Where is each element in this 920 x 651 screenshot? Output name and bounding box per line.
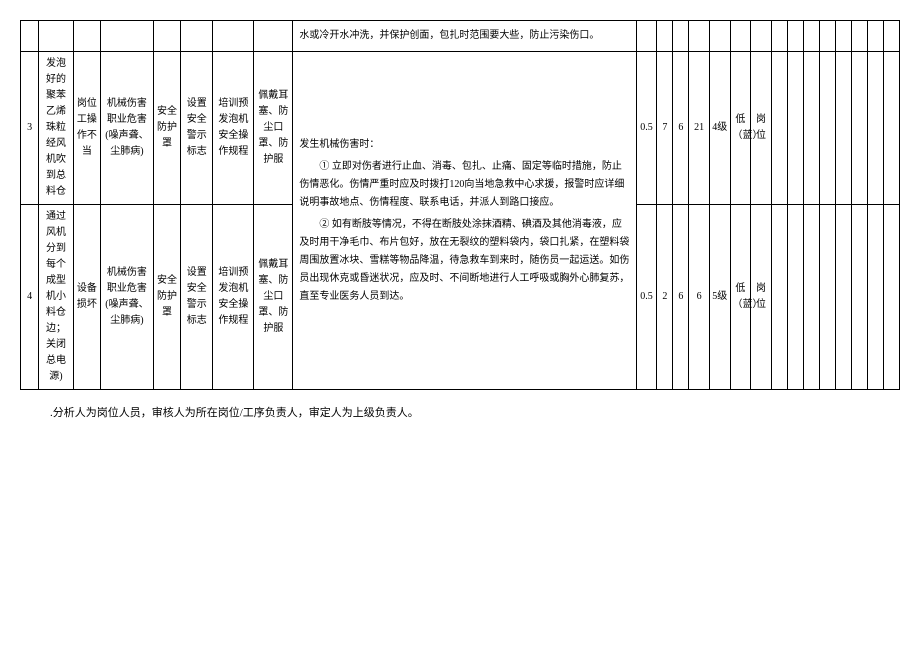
cell-no: 4 — [21, 205, 39, 390]
cell — [851, 52, 867, 205]
cell — [851, 205, 867, 390]
cell: 6 — [673, 205, 689, 390]
cell — [771, 21, 787, 52]
cell — [883, 52, 899, 205]
cell: 机械伤害 职业危害(噪声聋、尘肺病) — [101, 205, 154, 390]
cell: 设备损坏 — [73, 205, 100, 390]
cell: 0.5 — [636, 52, 657, 205]
cell: 安全防护罩 — [153, 52, 180, 205]
cell — [803, 21, 819, 52]
cell: 佩戴耳塞、防尘口罩、防护服 — [254, 205, 293, 390]
footnote: .分析人为岗位人员，审核人为所在岗位/工序负责人，审定人为上级负责人。 — [20, 404, 900, 420]
cell — [771, 205, 787, 390]
cell — [673, 21, 689, 52]
cell — [657, 21, 673, 52]
content-p2: ② 如有断肢等情况，不得在断肢处涂抹酒精、碘酒及其他消毒液，应及时用干净毛巾、布… — [299, 216, 629, 306]
cell — [254, 21, 293, 52]
cell: 岗位 — [751, 52, 772, 205]
cell — [101, 21, 154, 52]
cell: 低（蓝） — [730, 52, 751, 205]
risk-table: 水或冷开水冲洗，并保护创面，包扎时范围要大些，防止污染伤口。 3 发泡好的聚苯乙… — [20, 20, 900, 390]
cell — [835, 205, 851, 390]
cell — [709, 21, 730, 52]
cell-content: 发生机械伤害时： ① 立即对伤者进行止血、消毒、包扎、止痛、固定等临时措施，防止… — [293, 52, 636, 390]
cell: 设置安全警示标志 — [181, 205, 213, 390]
cell — [851, 21, 867, 52]
cell: 培训预发泡机安全操作规程 — [213, 52, 254, 205]
cell — [803, 52, 819, 205]
cell — [73, 21, 100, 52]
cell: 7 — [657, 52, 673, 205]
cell — [819, 52, 835, 205]
cell — [787, 21, 803, 52]
cell — [636, 21, 657, 52]
cell-content: 水或冷开水冲洗，并保护创面，包扎时范围要大些，防止污染伤口。 — [293, 21, 636, 52]
cell: 6 — [689, 205, 710, 390]
cell: 机械伤害 职业危害(噪声聋、尘肺病) — [101, 52, 154, 205]
cell — [153, 21, 180, 52]
cell: 安全防护罩 — [153, 205, 180, 390]
content-p1: ① 立即对伤者进行止血、消毒、包扎、止痛、固定等临时措施，防止伤情恶化。伤情严重… — [299, 158, 629, 212]
cell: 5级 — [709, 205, 730, 390]
cell — [771, 52, 787, 205]
cell — [835, 21, 851, 52]
cell — [867, 21, 883, 52]
cell: 0.5 — [636, 205, 657, 390]
table-row: 3 发泡好的聚苯乙烯珠粒经风机吹到总料仓 岗位工操作不当 机械伤害 职业危害(噪… — [21, 52, 900, 205]
cell: 2 — [657, 205, 673, 390]
cell: 培训预发泡机安全操作规程 — [213, 205, 254, 390]
cell: 发泡好的聚苯乙烯珠粒经风机吹到总料仓 — [39, 52, 73, 205]
cell — [21, 21, 39, 52]
cell: 岗位 — [751, 205, 772, 390]
cell: 低（蓝） — [730, 205, 751, 390]
cell — [689, 21, 710, 52]
cell-no: 3 — [21, 52, 39, 205]
content-title: 发生机械伤害时： — [299, 136, 629, 154]
cell — [835, 52, 851, 205]
cell — [751, 21, 772, 52]
cell: 4级 — [709, 52, 730, 205]
cell — [819, 21, 835, 52]
cell — [730, 21, 751, 52]
cell — [181, 21, 213, 52]
cell — [867, 52, 883, 205]
cell — [803, 205, 819, 390]
cell: 岗位工操作不当 — [73, 52, 100, 205]
table-row: 水或冷开水冲洗，并保护创面，包扎时范围要大些，防止污染伤口。 — [21, 21, 900, 52]
cell — [39, 21, 73, 52]
cell: 设置安全警示标志 — [181, 52, 213, 205]
cell: 6 — [673, 52, 689, 205]
cell: 佩戴耳塞、防尘口罩、防护服 — [254, 52, 293, 205]
cell — [819, 205, 835, 390]
cell — [867, 205, 883, 390]
cell — [883, 21, 899, 52]
cell — [787, 205, 803, 390]
cell — [883, 205, 899, 390]
cell: 通过风机分到每个成型机小料仓边；关闭总电源) — [39, 205, 73, 390]
cell — [213, 21, 254, 52]
cell — [787, 52, 803, 205]
cell: 21 — [689, 52, 710, 205]
